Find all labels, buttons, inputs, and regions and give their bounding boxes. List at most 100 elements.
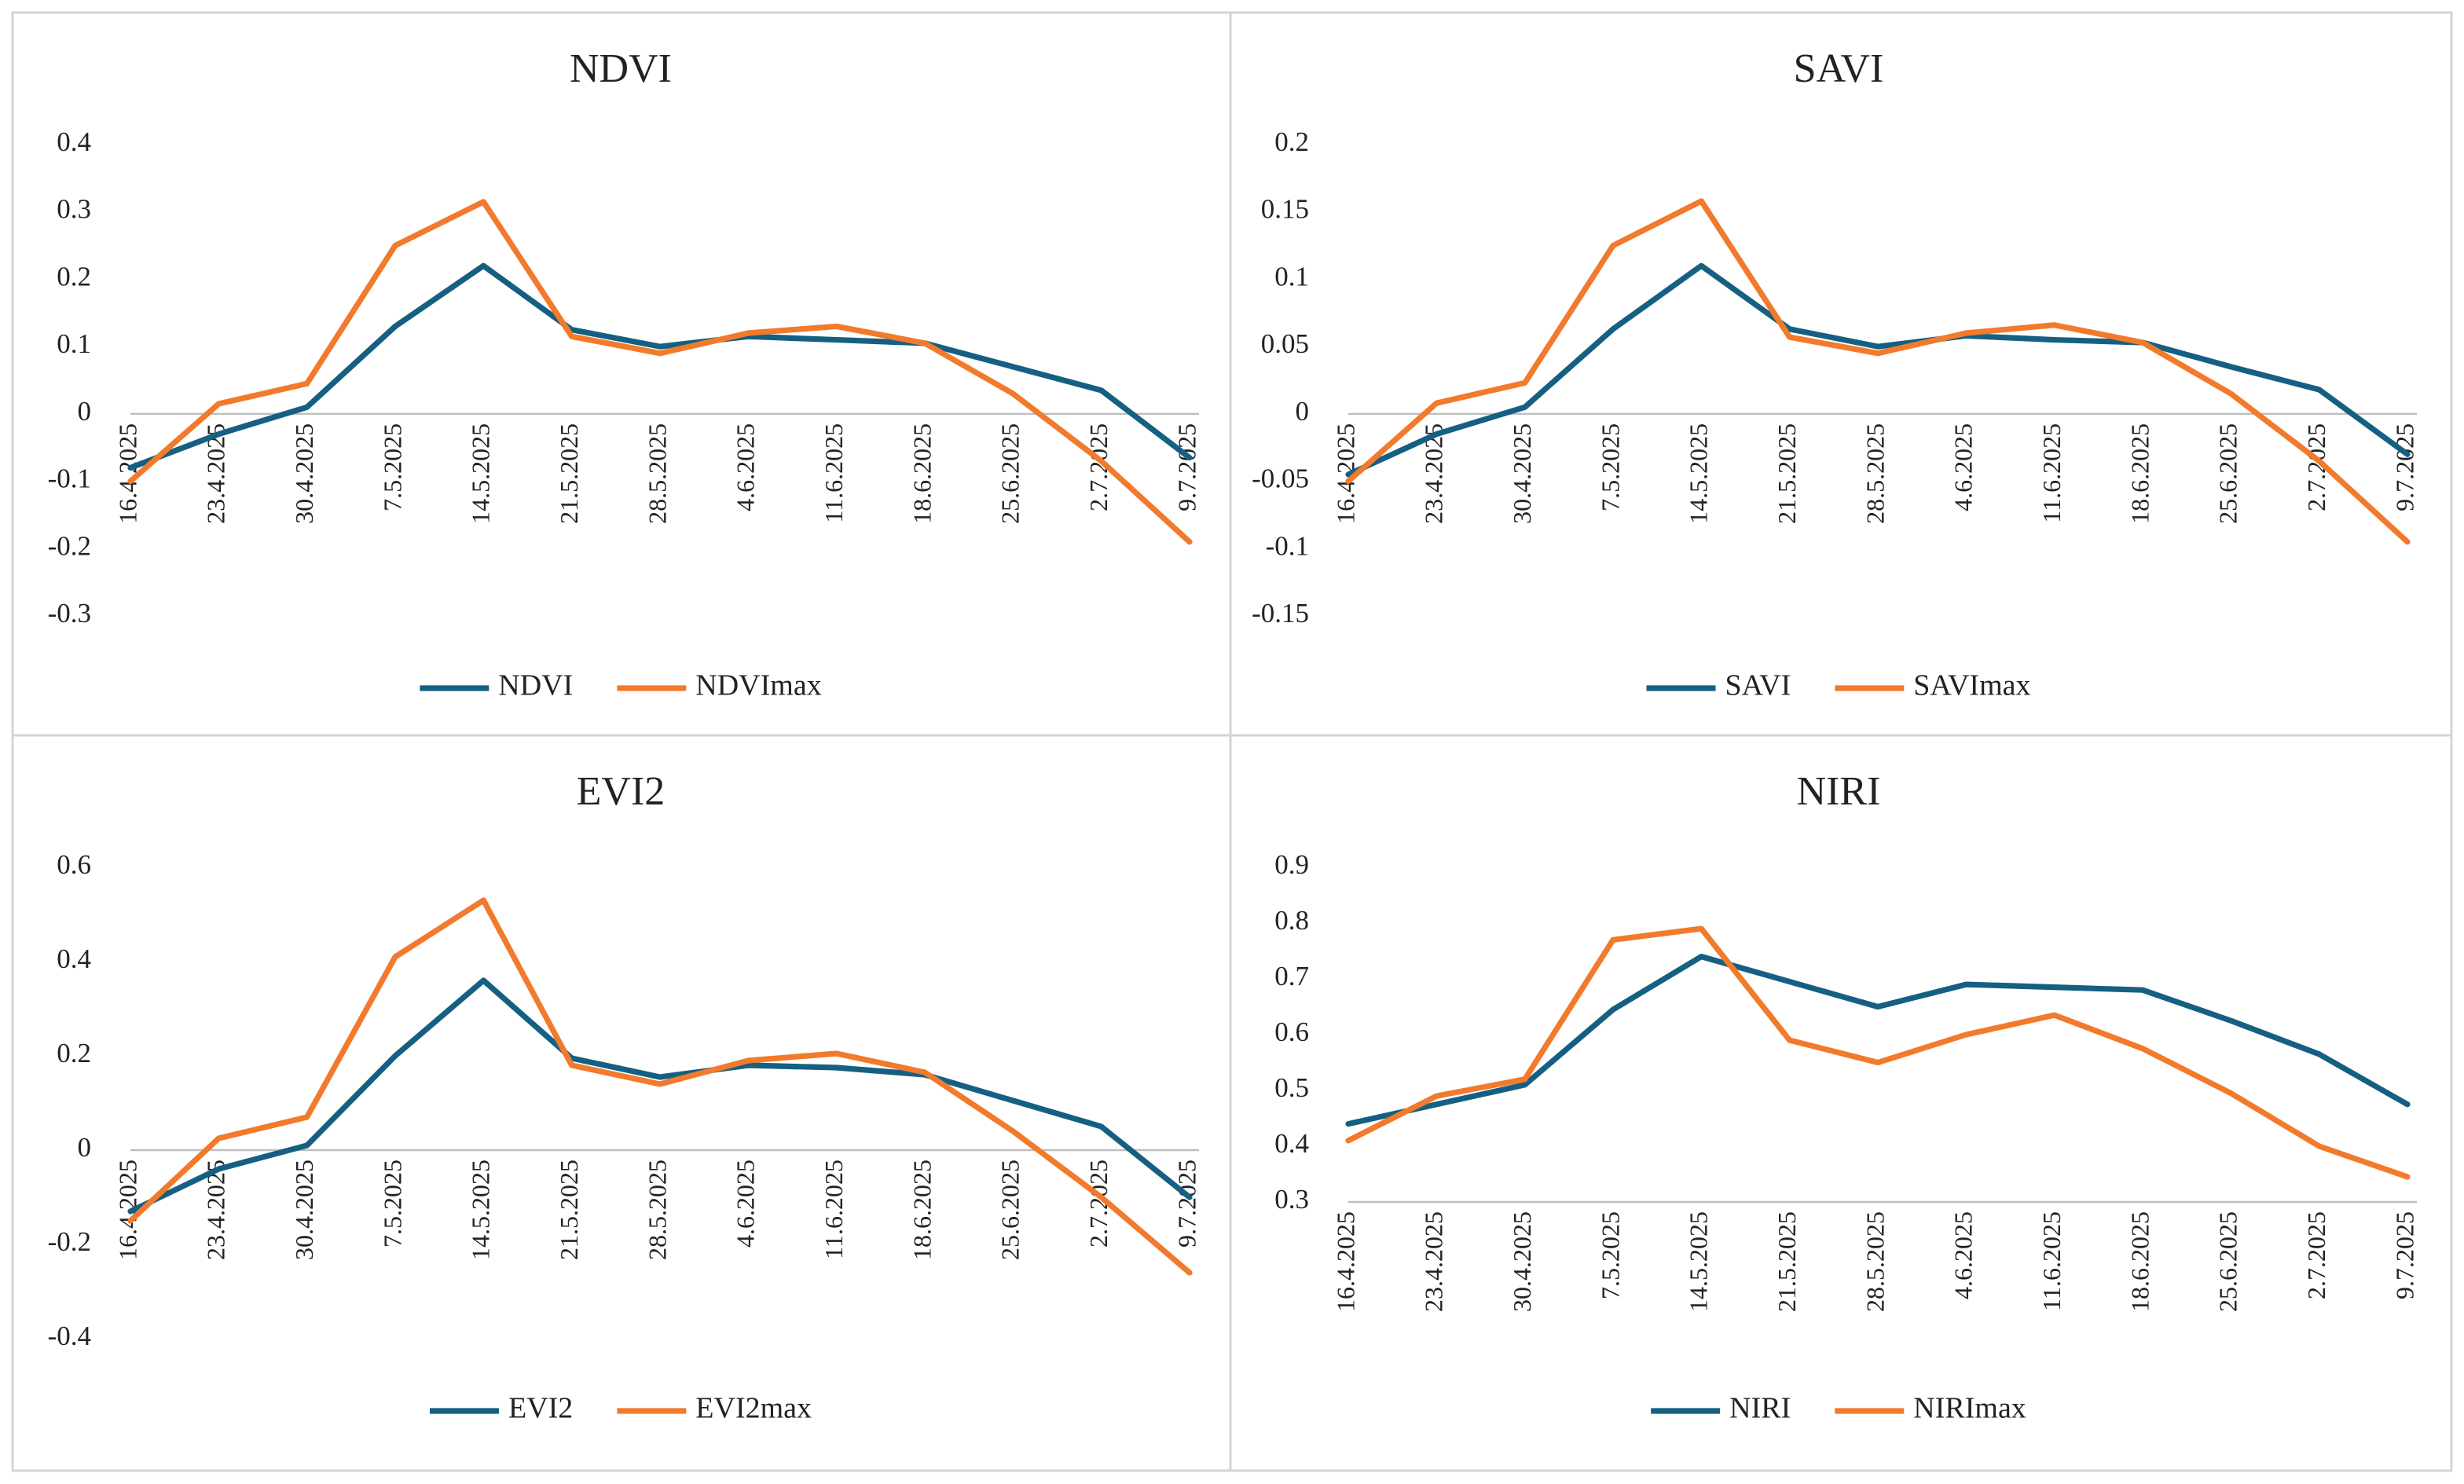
y-tick-label: 0 [1296,396,1310,427]
y-tick-label: 0.15 [1261,194,1309,225]
x-tick-label: 11.6.2025 [2037,423,2066,523]
x-tick-label: 30.4.2025 [1508,423,1536,524]
x-tick-label: 14.5.2025 [1685,1211,1713,1312]
y-tick-label: -0.3 [48,598,91,628]
y-tick-label: 0.7 [1274,961,1309,991]
y-tick-label: 0.2 [57,261,91,291]
x-tick-label: 9.7.2025 [2390,423,2418,511]
y-tick-label: -0.4 [48,1321,91,1351]
chart-panel: NDVI-0.3-0.2-0.100.10.20.30.416.4.2025 23… [48,46,1201,702]
chart-title: SAVI [1794,46,1884,91]
series-line [1345,954,2411,1127]
x-tick-label: 18.6.2025 [2125,423,2154,524]
series-line [1345,262,2411,478]
y-tick-label: 0.6 [1274,1017,1309,1047]
chart-title: EVI2 [577,769,666,814]
y-tick-label: 0.4 [57,944,91,974]
x-tick-label: 23.4.2025 [1420,1211,1448,1312]
series-line [127,199,1193,545]
x-tick-label: 28.5.2025 [1861,1211,1889,1312]
series-line [127,977,1193,1215]
y-tick-label: 0.8 [1274,905,1309,936]
x-tick-label: 30.4.2025 [290,423,318,524]
x-tick-label: 25.6.2025 [2214,423,2242,524]
y-tick-label: 0.2 [57,1038,91,1068]
x-tick-label: 2.7.2025 [2302,1211,2330,1299]
x-tick-label: 11.6.2025 [820,423,848,523]
y-tick-label: 0.4 [57,126,91,157]
y-tick-label: 0.1 [1274,261,1309,291]
y-tick-label: 0 [78,396,92,427]
y-tick-label: 0.9 [1274,849,1309,880]
chart-title: NDVI [570,46,672,91]
x-tick-label: 25.6.2025 [996,1160,1025,1260]
x-tick-label: 30.4.2025 [1508,1211,1536,1312]
legend-label: NIRImax [1913,1392,2026,1425]
legend: EVI2 EVI2max [429,1392,812,1425]
series-line [127,262,1193,471]
chart-title: NIRI [1797,769,1881,814]
legend: NDVI NDVImax [420,669,822,702]
legend-label: NDVI [498,669,573,702]
chart-panel: SAVI-0.15-0.1-0.0500.050.10.150.216.4.20… [1252,46,2418,702]
x-tick-label: 7.5.2025 [378,423,406,511]
y-tick-label: 0.3 [57,194,91,225]
x-tick-label: 7.5.2025 [378,1160,406,1248]
x-tick-label: 11.6.2025 [820,1160,848,1259]
x-tick-label: 25.6.2025 [2214,1211,2242,1312]
y-tick-label: 0.4 [1274,1128,1309,1159]
y-tick-label: -0.1 [1266,530,1309,561]
x-tick-label: 4.6.2025 [732,423,760,511]
chart-panel: EVI2-0.4-0.200.20.40.616.4.2025 23.4.2025… [48,769,1201,1425]
y-tick-label: 0.6 [57,849,91,880]
y-tick-label: 0.05 [1261,328,1309,359]
x-tick-label: 4.6.2025 [1949,423,1978,511]
legend-label: NDVImax [695,669,821,702]
x-tick-label: 28.5.2025 [1861,423,1889,524]
x-tick-label: 18.6.2025 [2125,1211,2154,1312]
x-tick-label: 30.4.2025 [290,1160,318,1260]
series-line [127,897,1193,1276]
y-tick-label: -0.2 [48,530,91,561]
y-tick-label: 0 [78,1132,92,1163]
x-tick-label: 18.6.2025 [908,1160,936,1260]
y-tick-label: -0.05 [1252,464,1309,494]
legend-label: EVI2max [695,1392,812,1425]
x-tick-label: 21.5.2025 [1773,423,1801,524]
x-tick-label: 18.6.2025 [908,423,936,524]
y-tick-label: 0.3 [1274,1184,1309,1215]
x-tick-label: 21.5.2025 [555,423,583,524]
y-tick-label: 0.1 [57,328,91,359]
x-tick-label: 7.5.2025 [1596,423,1624,511]
x-tick-label: 28.5.2025 [643,423,671,524]
x-tick-label: 9.7.2025 [1172,423,1201,511]
series-line [1345,198,2411,545]
frame [11,11,2453,1472]
x-tick-label: 14.5.2025 [467,1160,495,1260]
x-tick-label: 11.6.2025 [2037,1211,2066,1311]
y-tick-label: -0.1 [48,464,91,494]
legend-label: EVI2 [508,1392,573,1425]
x-tick-label: 9.7.2025 [2390,1211,2418,1299]
legend-label: SAVI [1725,669,1791,702]
x-tick-label: 9.7.2025 [1172,1160,1201,1248]
series-line [1345,925,2411,1180]
x-tick-label: 14.5.2025 [1685,423,1713,524]
x-tick-label: 28.5.2025 [643,1160,671,1260]
legend: SAVI SAVImax [1646,669,2030,702]
x-tick-label: 21.5.2025 [555,1160,583,1260]
x-tick-label: 4.6.2025 [1949,1211,1978,1299]
x-tick-label: 25.6.2025 [996,423,1025,524]
legend-label: SAVImax [1913,669,2030,702]
y-tick-label: 0.5 [1274,1072,1309,1103]
x-tick-label: 14.5.2025 [467,423,495,524]
legend-label: NIRI [1729,1392,1791,1425]
y-tick-label: -0.2 [48,1226,91,1257]
x-tick-label: 7.5.2025 [1596,1211,1624,1299]
chart-panel: NIRI 0.3 0.4 0.5 0.6 0.7 0.8 0.9 16.4.2025 23.4.2… [1274,769,2418,1425]
y-tick-label: 0.2 [1274,126,1309,157]
x-tick-label: 21.5.2025 [1773,1211,1801,1312]
